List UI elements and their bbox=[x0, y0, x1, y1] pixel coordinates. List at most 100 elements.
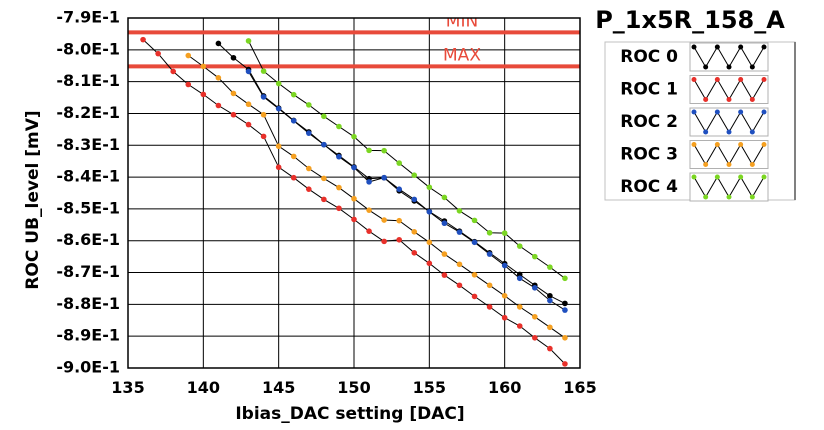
data-point bbox=[441, 272, 448, 278]
legend-swatch-marker bbox=[761, 44, 767, 50]
legend-swatch-marker bbox=[691, 109, 697, 115]
data-point bbox=[562, 361, 568, 367]
data-point bbox=[562, 307, 568, 313]
data-point bbox=[501, 314, 508, 321]
data-point bbox=[200, 91, 207, 98]
data-point bbox=[306, 186, 312, 192]
y-tick-label: -8.1E-1 bbox=[56, 71, 120, 90]
data-point bbox=[351, 216, 357, 223]
data-point bbox=[215, 102, 222, 109]
legend-swatch-marker bbox=[726, 194, 732, 200]
y-tick-label: -8.4E-1 bbox=[56, 167, 120, 186]
y-tick-label: -8.7E-1 bbox=[56, 262, 120, 281]
chart-title: P_1x5R_158_A bbox=[595, 6, 785, 34]
y-tick-label: -8.6E-1 bbox=[56, 230, 120, 249]
data-point bbox=[321, 113, 327, 120]
data-point bbox=[381, 238, 387, 245]
data-point bbox=[471, 239, 478, 246]
data-point bbox=[306, 102, 312, 108]
data-point bbox=[381, 174, 387, 181]
legend-swatch-marker bbox=[691, 44, 697, 50]
y-tick-label: -8.3E-1 bbox=[56, 135, 120, 154]
data-point bbox=[170, 68, 176, 75]
data-point bbox=[426, 208, 433, 215]
data-point bbox=[562, 334, 568, 341]
data-point bbox=[396, 186, 403, 192]
legend-swatch-marker bbox=[703, 162, 709, 167]
data-point bbox=[155, 50, 161, 57]
data-point bbox=[456, 282, 463, 289]
data-point bbox=[275, 105, 282, 112]
x-tick-label: 150 bbox=[337, 378, 370, 397]
data-point bbox=[245, 68, 252, 75]
data-point bbox=[185, 81, 192, 88]
data-point bbox=[336, 123, 342, 130]
data-point bbox=[381, 147, 387, 154]
data-point bbox=[366, 207, 372, 213]
data-point bbox=[230, 54, 237, 61]
y-tick-labels: -7.9E-1 -8.0E-1 -8.1E-1 -8.2E-1 -8.3E-1 -8.4E… bbox=[56, 8, 120, 377]
data-point bbox=[456, 208, 463, 214]
data-point bbox=[260, 133, 267, 140]
data-point bbox=[441, 220, 448, 227]
legend-swatch-marker bbox=[714, 77, 720, 82]
x-tick-label: 165 bbox=[563, 378, 596, 397]
data-point bbox=[471, 293, 478, 300]
data-point bbox=[336, 205, 342, 212]
data-point bbox=[306, 130, 312, 136]
data-point bbox=[351, 164, 357, 171]
data-point bbox=[260, 94, 267, 100]
data-point bbox=[547, 297, 553, 304]
legend-swatch-marker bbox=[726, 97, 732, 102]
data-point bbox=[366, 228, 372, 234]
legend-label: ROC 4 bbox=[620, 177, 678, 197]
legend-swatch-marker bbox=[761, 174, 767, 180]
data-point bbox=[366, 147, 372, 154]
legend-swatch-marker bbox=[703, 194, 709, 200]
legend-swatch-marker bbox=[691, 142, 697, 147]
data-point bbox=[260, 111, 267, 118]
legend-label: ROC 3 bbox=[620, 145, 678, 165]
legend-swatch-marker bbox=[726, 64, 732, 70]
y-tick-label: -8.8E-1 bbox=[56, 294, 120, 313]
data-point bbox=[336, 153, 342, 160]
legend-swatch-marker bbox=[738, 174, 744, 180]
series-roc-1 bbox=[140, 36, 568, 367]
legend-swatch-marker bbox=[761, 142, 767, 147]
data-point bbox=[351, 133, 357, 140]
legend: ROC 0 ROC 1 ROC 2 ROC 3 ROC 4 bbox=[604, 41, 796, 202]
data-point bbox=[321, 175, 327, 182]
data-point bbox=[501, 262, 508, 269]
data-point bbox=[456, 229, 463, 235]
reference-label-max: MAX bbox=[443, 45, 481, 65]
legend-swatch-marker bbox=[749, 97, 755, 102]
x-tick-labels: 135 140 145 150 155 160 165 bbox=[111, 378, 596, 397]
legend-swatch-marker bbox=[749, 129, 755, 135]
legend-label: ROC 1 bbox=[620, 80, 678, 100]
data-point bbox=[321, 196, 327, 203]
data-point bbox=[185, 52, 192, 59]
plot-frame bbox=[127, 17, 581, 369]
legend-swatch-marker bbox=[738, 77, 744, 82]
data-point bbox=[396, 160, 403, 166]
data-point bbox=[426, 260, 433, 267]
legend-swatch-marker bbox=[761, 109, 767, 115]
data-point bbox=[547, 264, 553, 270]
data-point bbox=[275, 143, 282, 150]
data-point bbox=[366, 179, 372, 185]
data-point bbox=[396, 236, 403, 243]
data-point bbox=[245, 101, 252, 108]
series-line bbox=[188, 55, 566, 339]
y-tick-label: -8.2E-1 bbox=[56, 103, 120, 122]
x-tick-label: 140 bbox=[187, 378, 220, 397]
data-point bbox=[140, 36, 146, 43]
data-point bbox=[486, 304, 493, 310]
data-point bbox=[486, 229, 493, 236]
legend-swatch-marker bbox=[726, 129, 732, 135]
data-point bbox=[411, 250, 418, 256]
data-point bbox=[275, 164, 282, 171]
x-tick-label: 160 bbox=[488, 378, 521, 397]
data-point bbox=[532, 253, 538, 260]
data-point bbox=[215, 75, 222, 81]
